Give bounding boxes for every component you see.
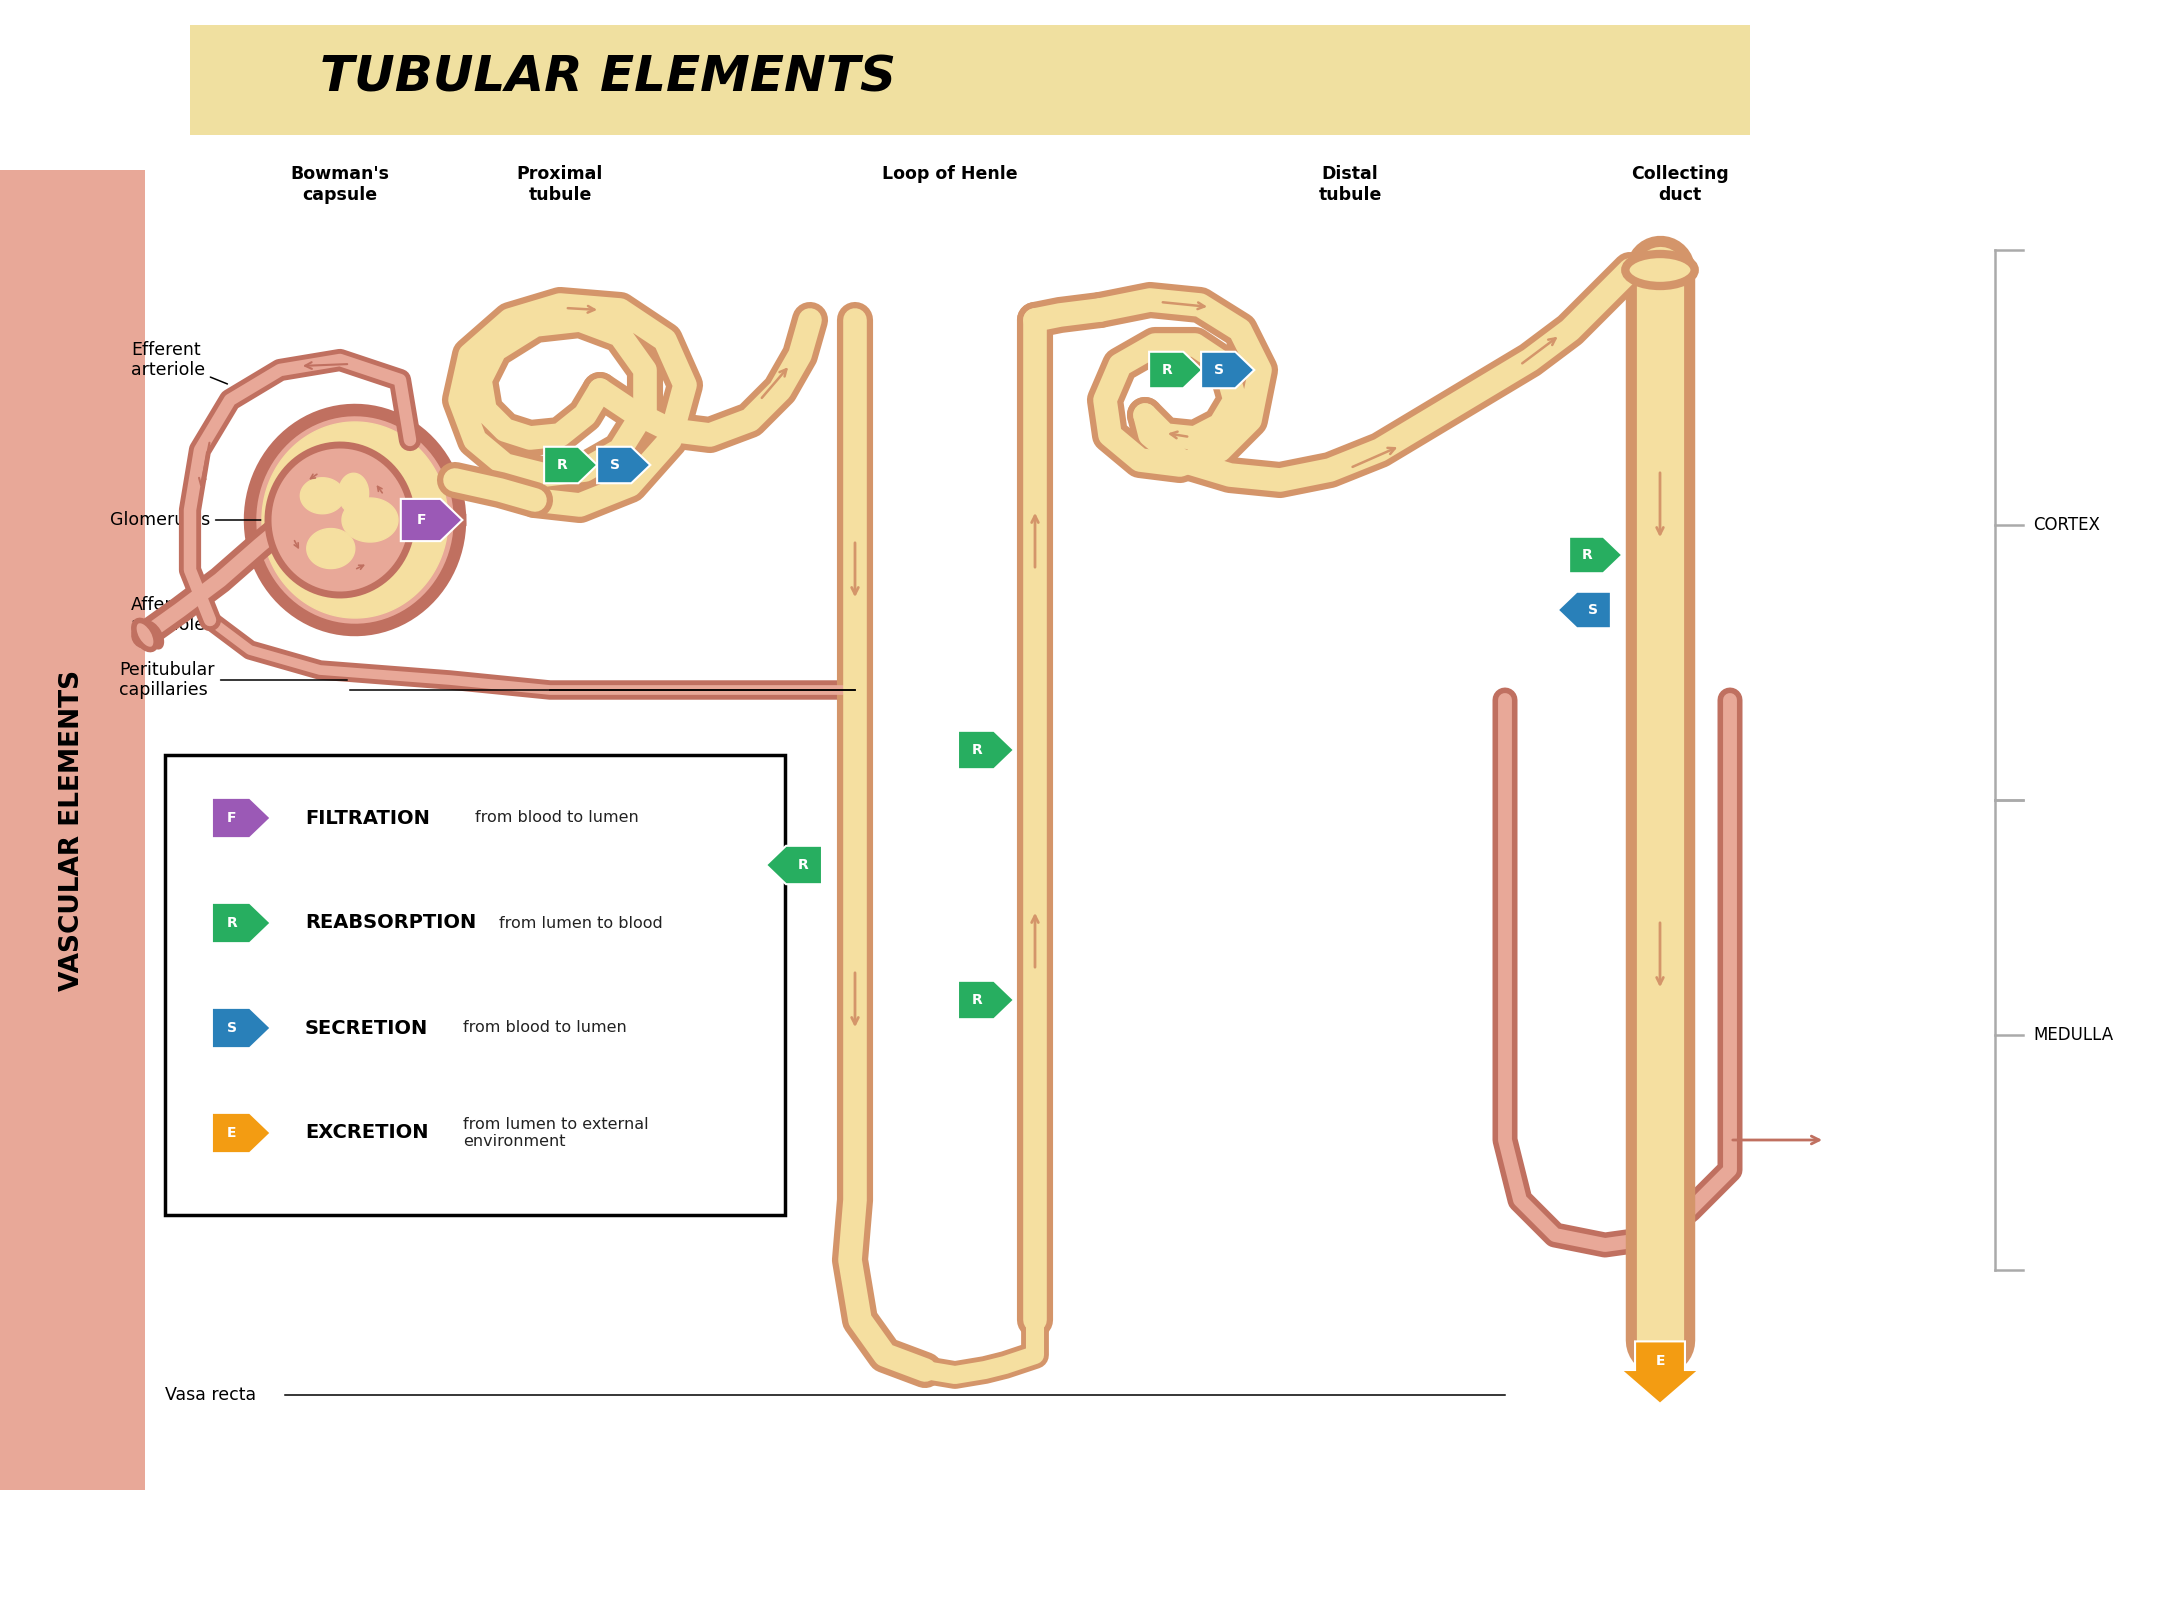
Ellipse shape <box>1624 254 1696 287</box>
Text: E: E <box>227 1126 235 1140</box>
Text: R: R <box>1162 363 1173 377</box>
Text: Vasa recta: Vasa recta <box>164 1387 257 1405</box>
Text: R: R <box>972 744 983 757</box>
Polygon shape <box>1557 591 1611 629</box>
Text: from blood to lumen: from blood to lumen <box>462 1021 626 1035</box>
Text: from blood to lumen: from blood to lumen <box>475 810 639 826</box>
Polygon shape <box>402 499 462 541</box>
Polygon shape <box>251 410 460 630</box>
Text: F: F <box>227 812 235 825</box>
Text: VASCULAR ELEMENTS: VASCULAR ELEMENTS <box>58 669 84 990</box>
Polygon shape <box>261 421 447 617</box>
Polygon shape <box>212 1113 270 1153</box>
Text: Glomerulus: Glomerulus <box>110 510 283 530</box>
Polygon shape <box>1149 352 1203 389</box>
Polygon shape <box>212 902 270 943</box>
FancyBboxPatch shape <box>190 24 1750 134</box>
Text: EXCRETION: EXCRETION <box>305 1124 428 1142</box>
Polygon shape <box>300 478 343 514</box>
Text: S: S <box>1214 363 1225 377</box>
Text: E: E <box>1655 1354 1665 1367</box>
Text: SECRETION: SECRETION <box>305 1019 428 1037</box>
Ellipse shape <box>134 620 156 650</box>
Polygon shape <box>596 447 650 483</box>
Polygon shape <box>1568 536 1622 573</box>
Polygon shape <box>268 446 413 595</box>
Text: R: R <box>797 859 808 872</box>
Text: MEDULLA: MEDULLA <box>2033 1025 2112 1043</box>
Text: TUBULAR ELEMENTS: TUBULAR ELEMENTS <box>320 53 896 102</box>
FancyBboxPatch shape <box>0 170 145 1490</box>
Text: from lumen to external
environment: from lumen to external environment <box>462 1116 648 1149</box>
Text: Collecting
duct: Collecting duct <box>1631 165 1728 204</box>
Text: from lumen to blood: from lumen to blood <box>499 915 663 930</box>
Polygon shape <box>212 797 270 838</box>
Text: Bowman's
capsule: Bowman's capsule <box>289 165 389 204</box>
Text: R: R <box>227 915 238 930</box>
Text: R: R <box>972 993 983 1008</box>
Polygon shape <box>959 731 1013 770</box>
Ellipse shape <box>134 620 156 650</box>
Text: R: R <box>557 458 568 471</box>
Text: S: S <box>609 458 620 471</box>
Polygon shape <box>1620 1341 1700 1405</box>
Text: REABSORPTION: REABSORPTION <box>305 914 475 933</box>
Text: S: S <box>1588 603 1598 617</box>
Text: Efferent
arteriole: Efferent arteriole <box>132 340 227 384</box>
Polygon shape <box>959 980 1013 1019</box>
Text: Peritubular
capillaries: Peritubular capillaries <box>119 661 348 700</box>
Polygon shape <box>341 497 397 543</box>
Text: CORTEX: CORTEX <box>2033 517 2100 535</box>
Polygon shape <box>307 528 354 569</box>
Text: Afferent
arteriole: Afferent arteriole <box>132 596 218 635</box>
Text: F: F <box>417 514 426 526</box>
Text: S: S <box>227 1021 238 1035</box>
Ellipse shape <box>143 620 164 650</box>
Text: Distal
tubule: Distal tubule <box>1318 165 1382 204</box>
Polygon shape <box>767 846 823 885</box>
Polygon shape <box>544 447 598 483</box>
Text: FILTRATION: FILTRATION <box>305 808 430 828</box>
Text: Proximal
tubule: Proximal tubule <box>516 165 603 204</box>
Polygon shape <box>1201 352 1255 389</box>
FancyBboxPatch shape <box>164 755 784 1215</box>
Text: R: R <box>1581 548 1592 562</box>
Polygon shape <box>339 473 369 514</box>
Text: Loop of Henle: Loop of Henle <box>881 165 1017 183</box>
Polygon shape <box>212 1008 270 1048</box>
